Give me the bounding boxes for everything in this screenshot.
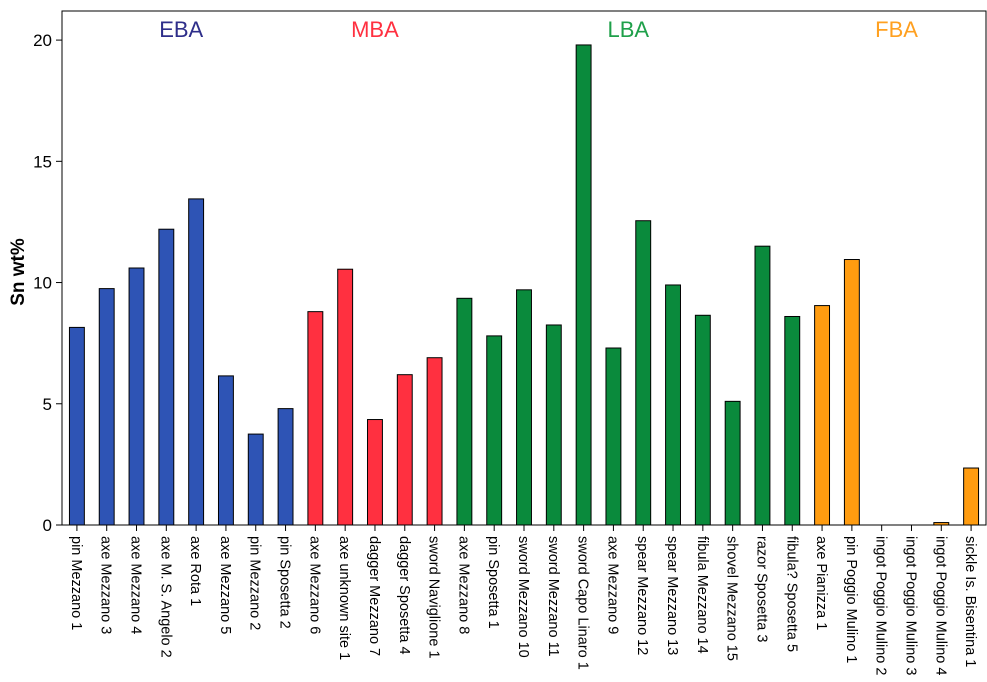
y-tick-label: 20 xyxy=(33,31,52,50)
x-tick-label: axe unknown site 1 xyxy=(336,536,352,660)
x-tick-label: axe Pianizza 1 xyxy=(813,536,829,630)
bar-axe-rota-1 xyxy=(188,198,205,526)
x-tick-label: spear Mezzano 12 xyxy=(634,536,650,655)
bar-axe-mezzano-6 xyxy=(307,311,324,526)
bar-axe-m-s-angelo-2 xyxy=(158,228,175,526)
bar-sword-mezzano-10 xyxy=(516,289,532,526)
bar-fibula-sposetta-5 xyxy=(784,315,801,526)
bar-pin-mezzano-2 xyxy=(247,433,264,526)
bar-spear-mezzano-12 xyxy=(635,220,652,526)
x-tick-label: ingot Poggio Mulino 4 xyxy=(932,536,948,675)
x-tick-label: axe Mezzano 4 xyxy=(128,536,144,634)
x-tick-label: fibula Mezzano 14 xyxy=(694,536,710,654)
period-label-eba: EBA xyxy=(159,17,203,42)
bar-axe-mezzano-9 xyxy=(605,347,622,526)
x-tick-label: sword Mezzano 10 xyxy=(515,536,531,658)
x-tick-label: pin Poggio Mulino 1 xyxy=(843,536,859,663)
bar-dagger-sposetta-4 xyxy=(396,374,413,526)
x-tick-label: axe Mezzano 9 xyxy=(604,536,620,634)
bar-pin-sposetta-2 xyxy=(277,408,294,526)
x-tick-label: axe Mezzano 6 xyxy=(306,536,322,634)
y-tick-label: 15 xyxy=(33,152,52,171)
bar-sword-capo-linaro-1 xyxy=(575,44,592,526)
period-label-lba: LBA xyxy=(608,17,650,42)
x-tick-label: shovel Mezzano 15 xyxy=(724,536,740,661)
bar-axe-mezzano-3 xyxy=(98,288,115,526)
x-tick-label: pin Sposetta 1 xyxy=(485,536,501,629)
x-tick-label: dagger Sposetta 4 xyxy=(396,536,412,655)
bar-shovel-mezzano-15 xyxy=(724,400,741,526)
x-tick-label: pin Mezzano 2 xyxy=(247,536,263,630)
x-tick-label: axe Mezzano 3 xyxy=(98,536,114,634)
x-tick-label: ingot Poggio Mulino 3 xyxy=(902,536,918,675)
y-axis: 0 5 10 15 20 xyxy=(33,31,62,535)
bar-axe-mezzano-8 xyxy=(456,297,473,526)
bar-fibula-mezzano-14 xyxy=(694,314,711,526)
bar-sickle-is-bisentina-1 xyxy=(963,467,980,526)
period-labels: EBA MBA LBA FBA xyxy=(159,17,918,42)
bar-razor-sposetta-3 xyxy=(754,245,771,526)
y-tick-label: 0 xyxy=(43,516,52,535)
period-label-mba: MBA xyxy=(351,17,399,42)
x-tick-label: axe M. S. Angelo 2 xyxy=(157,536,173,658)
bar-spear-mezzano-13 xyxy=(665,284,681,526)
bar-dagger-mezzano-7 xyxy=(367,419,383,526)
x-tick-label: sword Mezzano 11 xyxy=(545,536,561,657)
x-axis: pin Mezzano 1 axe Mezzano 3 axe Mezzano 4 a… xyxy=(68,525,978,675)
y-axis-label: Sn wt% xyxy=(8,238,29,306)
x-tick-label: dagger Mezzano 7 xyxy=(366,536,382,656)
x-tick-label: sickle Is. Bisentina 1 xyxy=(962,536,978,667)
period-label-fba: FBA xyxy=(875,17,918,42)
bar-pin-sposetta-1 xyxy=(486,335,503,526)
x-tick-label: sword Naviglione 1 xyxy=(426,536,442,659)
bar-pin-mezzano-1 xyxy=(68,326,85,526)
x-tick-label: axe Mezzano 5 xyxy=(217,536,233,634)
x-tick-label: razor Sposetta 3 xyxy=(753,536,769,642)
bar-axe-unknown-site-1 xyxy=(337,268,354,526)
bar-sword-mezzano-11 xyxy=(545,324,562,526)
x-tick-label: ingot Poggio Mulino 2 xyxy=(873,536,889,675)
bar-ingot-poggio-mulino-4 xyxy=(933,522,950,526)
x-tick-label: axe Rota 1 xyxy=(187,536,203,606)
bar-axe-pianizza-1 xyxy=(814,305,831,526)
y-tick-label: 5 xyxy=(43,395,52,414)
x-tick-label: spear Mezzano 13 xyxy=(664,536,680,655)
bar-axe-mezzano-5 xyxy=(217,375,234,526)
bar-pin-poggio-mulino-1 xyxy=(843,259,860,526)
x-tick-label: pin Mezzano 1 xyxy=(68,536,84,630)
x-tick-label: axe Mezzano 8 xyxy=(455,536,471,634)
bar-axe-mezzano-4 xyxy=(128,267,145,526)
y-tick-label: 10 xyxy=(33,274,52,293)
bars xyxy=(68,44,980,526)
x-tick-label: pin Sposetta 2 xyxy=(277,536,293,629)
x-tick-label: fibula? Sposetta 5 xyxy=(783,536,799,652)
x-tick-label: sword Capo Linaro 1 xyxy=(575,536,591,670)
bar-sword-naviglione-1 xyxy=(426,357,443,526)
